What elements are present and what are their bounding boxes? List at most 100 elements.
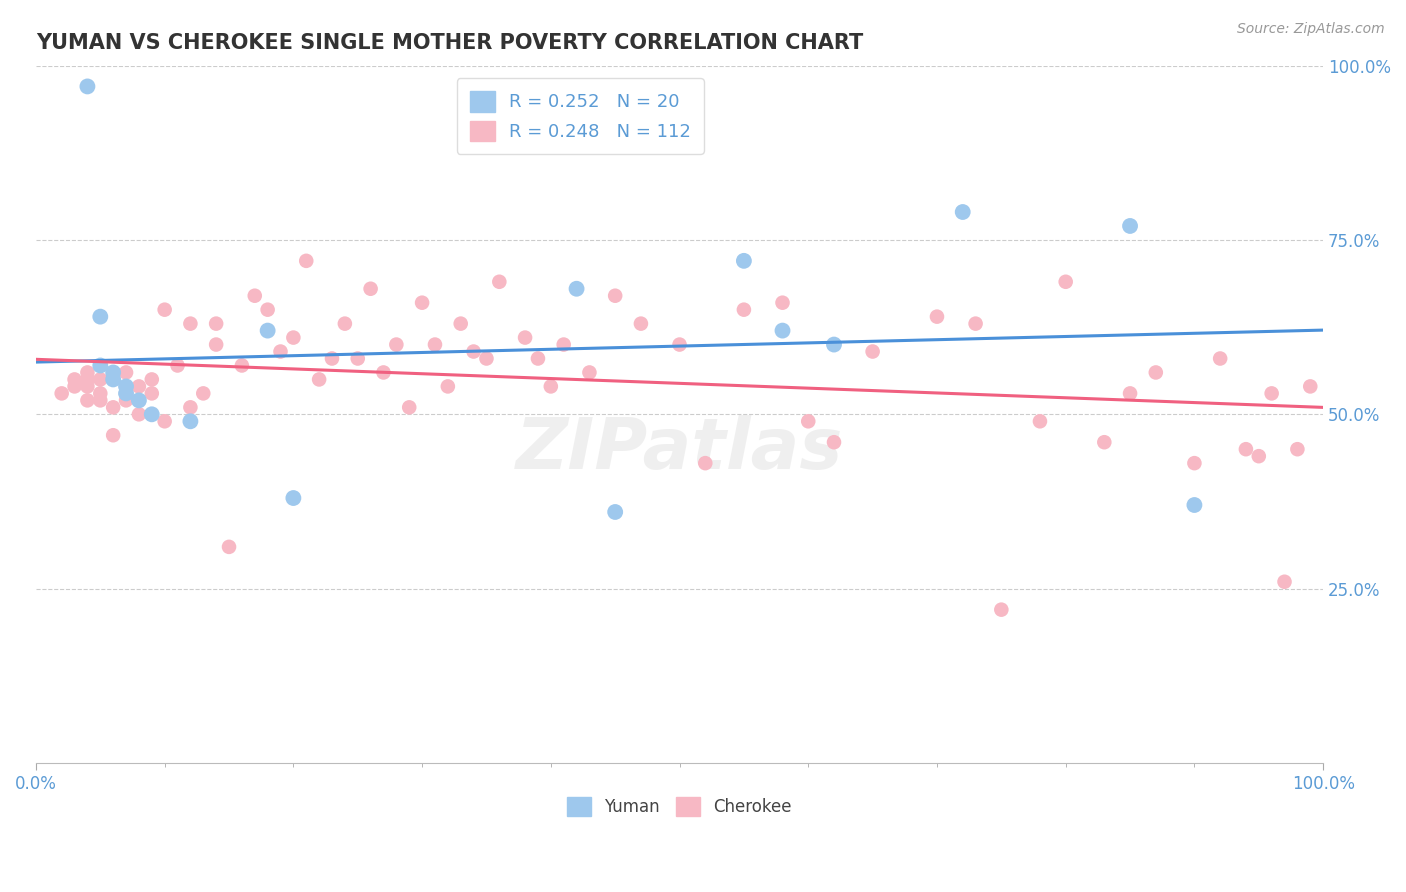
Point [153,414,176,428]
Point [398,401,420,415]
Point [450,317,472,331]
Point [668,337,690,351]
Point [101,372,124,386]
Point [1119,386,1142,401]
Point [89,386,111,401]
Point [256,324,278,338]
Point [630,317,652,331]
Point [115,366,138,380]
Point [76,379,98,393]
Point [89,359,111,373]
Point [76,372,98,386]
Point [423,337,446,351]
Point [1144,366,1167,380]
Point [540,379,562,393]
Point [101,401,124,415]
Point [1286,442,1309,457]
Point [952,205,974,219]
Point [385,337,408,351]
Point [76,366,98,380]
Point [1119,219,1142,233]
Text: ZIPatlas: ZIPatlas [516,415,844,483]
Point [1092,435,1115,450]
Point [179,317,201,331]
Point [823,435,845,450]
Point [321,351,343,366]
Point [475,351,498,366]
Point [115,393,138,408]
Point [463,344,485,359]
Point [141,372,163,386]
Point [115,386,138,401]
Point [346,351,368,366]
Point [695,456,717,470]
Point [179,401,201,415]
Point [1209,351,1232,366]
Point [437,379,460,393]
Point [128,379,150,393]
Point [1184,456,1206,470]
Text: YUMAN VS CHEROKEE SINGLE MOTHER POVERTY CORRELATION CHART: YUMAN VS CHEROKEE SINGLE MOTHER POVERTY … [37,33,863,53]
Point [270,344,292,359]
Point [373,366,395,380]
Point [605,505,627,519]
Point [141,386,163,401]
Point [101,428,124,442]
Point [89,393,111,408]
Point [231,359,253,373]
Point [733,302,755,317]
Point [283,491,305,505]
Point [63,372,86,386]
Point [1299,379,1322,393]
Point [823,337,845,351]
Point [51,386,73,401]
Point [925,310,948,324]
Point [283,330,305,344]
Point [101,366,124,380]
Point [101,366,124,380]
Point [89,372,111,386]
Point [797,414,820,428]
Point [308,372,330,386]
Legend: Yuman, Cherokee: Yuman, Cherokee [560,789,800,824]
Point [179,414,201,428]
Point [1054,275,1077,289]
Point [218,540,240,554]
Point [205,337,228,351]
Point [128,407,150,421]
Point [733,253,755,268]
Point [76,79,98,94]
Text: Source: ZipAtlas.com: Source: ZipAtlas.com [1237,22,1385,37]
Point [243,289,266,303]
Point [990,602,1012,616]
Point [565,282,588,296]
Point [295,253,318,268]
Point [333,317,356,331]
Point [965,317,987,331]
Point [128,393,150,408]
Point [1247,449,1270,463]
Point [1274,574,1296,589]
Point [205,317,228,331]
Point [115,379,138,393]
Point [256,302,278,317]
Point [411,295,433,310]
Point [360,282,382,296]
Point [862,344,884,359]
Point [1029,414,1052,428]
Point [1184,498,1206,512]
Point [772,324,794,338]
Point [1260,386,1282,401]
Point [553,337,575,351]
Point [63,379,86,393]
Point [488,275,510,289]
Point [76,393,98,408]
Point [1234,442,1257,457]
Point [141,407,163,421]
Point [605,289,627,303]
Point [772,295,794,310]
Point [89,310,111,324]
Point [193,386,215,401]
Point [115,386,138,401]
Point [513,330,536,344]
